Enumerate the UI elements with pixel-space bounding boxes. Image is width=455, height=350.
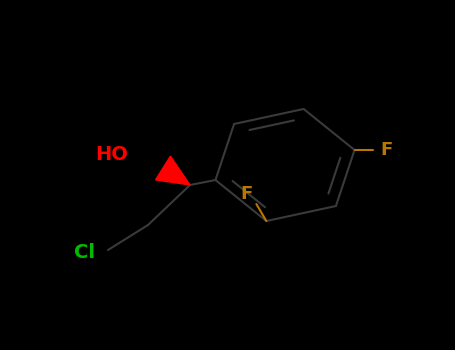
Polygon shape xyxy=(156,156,190,185)
Text: Cl: Cl xyxy=(74,244,95,262)
Text: F: F xyxy=(240,185,253,203)
Text: HO: HO xyxy=(95,146,128,164)
Text: F: F xyxy=(380,141,393,159)
